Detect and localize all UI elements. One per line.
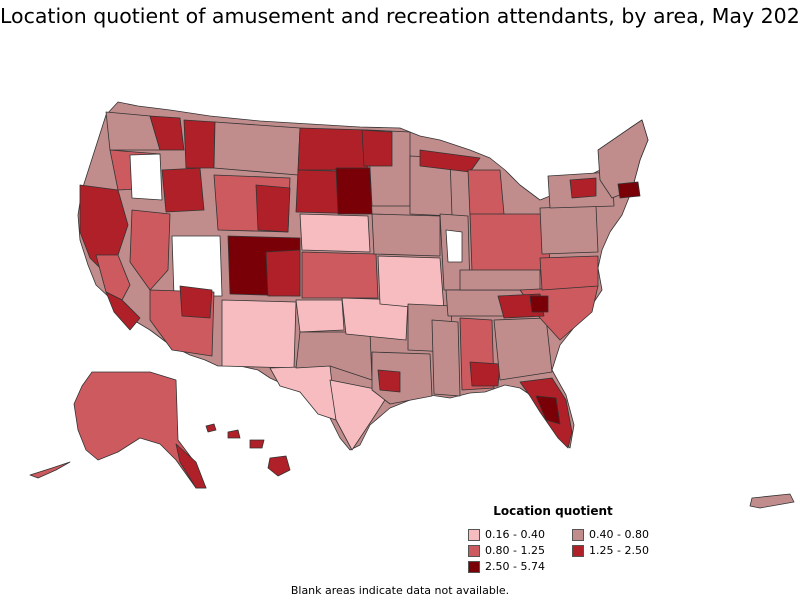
legend-item: 1.25 - 2.50 <box>572 544 672 557</box>
region-colorado-east <box>265 249 301 297</box>
region-missouri <box>377 255 445 311</box>
legend-swatch <box>572 528 584 541</box>
region-illinois-blank <box>445 229 463 263</box>
data-note: Blank areas indicate data not available. <box>290 584 510 597</box>
legend-label: 1.25 - 2.50 <box>589 544 649 557</box>
region-alaska <box>73 371 207 489</box>
region-hawaii-oahu <box>227 429 241 439</box>
region-minnesota-north <box>361 129 393 167</box>
region-north-dakota <box>297 127 369 171</box>
region-new-mexico <box>221 299 297 369</box>
region-indiana-ohio <box>469 213 551 273</box>
region-florida-central <box>535 395 561 425</box>
region-montana-west <box>183 119 216 169</box>
region-wyoming-east <box>255 184 291 233</box>
region-puerto-rico <box>749 493 795 509</box>
region-utah-blank <box>171 235 223 297</box>
region-pennsylvania <box>539 205 599 255</box>
region-hawaii-maui <box>249 439 265 449</box>
region-nebraska <box>299 213 371 253</box>
legend-label: 0.40 - 0.80 <box>589 528 649 541</box>
map-title: Location quotient of amusement and recre… <box>0 4 800 28</box>
region-southern-california <box>105 291 141 331</box>
region-new-england <box>597 119 649 199</box>
region-california-north <box>95 254 131 301</box>
map-legend: Location quotient 0.16 - 0.40 0.40 - 0.8… <box>468 504 668 573</box>
region-arizona-central <box>179 285 213 319</box>
legend-label: 0.80 - 1.25 <box>485 544 545 557</box>
region-montana-east <box>213 121 301 176</box>
region-cape-cod <box>617 181 641 199</box>
region-texas-west <box>269 365 337 421</box>
legend-item: 2.50 - 5.74 <box>468 560 572 573</box>
region-gulf-coast <box>469 361 501 387</box>
region-kentucky <box>459 269 541 291</box>
region-alaska-aleutians <box>29 461 71 479</box>
region-minnesota-west <box>335 167 373 215</box>
legend-item: 0.16 - 0.40 <box>468 528 572 541</box>
region-alaska-southeast <box>175 443 207 489</box>
legend-title: Location quotient <box>493 504 613 518</box>
region-idaho-south <box>161 167 205 213</box>
region-hawaii-kauai <box>205 423 217 433</box>
legend-item: 0.80 - 1.25 <box>468 544 572 557</box>
region-idaho-blank <box>129 153 163 201</box>
region-texas-panhandle <box>295 299 345 333</box>
region-louisiana-south <box>377 369 401 393</box>
region-michigan-lower <box>467 169 505 217</box>
legend-swatch <box>572 544 584 557</box>
region-hawaii-big-island <box>267 455 291 477</box>
region-kansas <box>301 251 379 299</box>
legend-items: 0.16 - 0.40 0.40 - 0.80 0.80 - 1.25 1.25… <box>468 528 668 573</box>
legend-label: 2.50 - 5.74 <box>485 560 545 573</box>
region-new-york-upstate <box>569 177 597 199</box>
region-myrtle-beach <box>529 295 549 313</box>
region-mississippi <box>431 319 461 397</box>
region-georgia <box>493 317 553 381</box>
legend-label: 0.16 - 0.40 <box>485 528 545 541</box>
legend-swatch <box>468 528 480 541</box>
region-virginia <box>539 255 599 291</box>
legend-swatch <box>468 544 480 557</box>
legend-item: 0.40 - 0.80 <box>572 528 672 541</box>
region-eastern-washington <box>149 115 185 151</box>
region-iowa <box>371 213 441 257</box>
legend-swatch <box>468 560 480 573</box>
region-nevada <box>129 209 171 291</box>
